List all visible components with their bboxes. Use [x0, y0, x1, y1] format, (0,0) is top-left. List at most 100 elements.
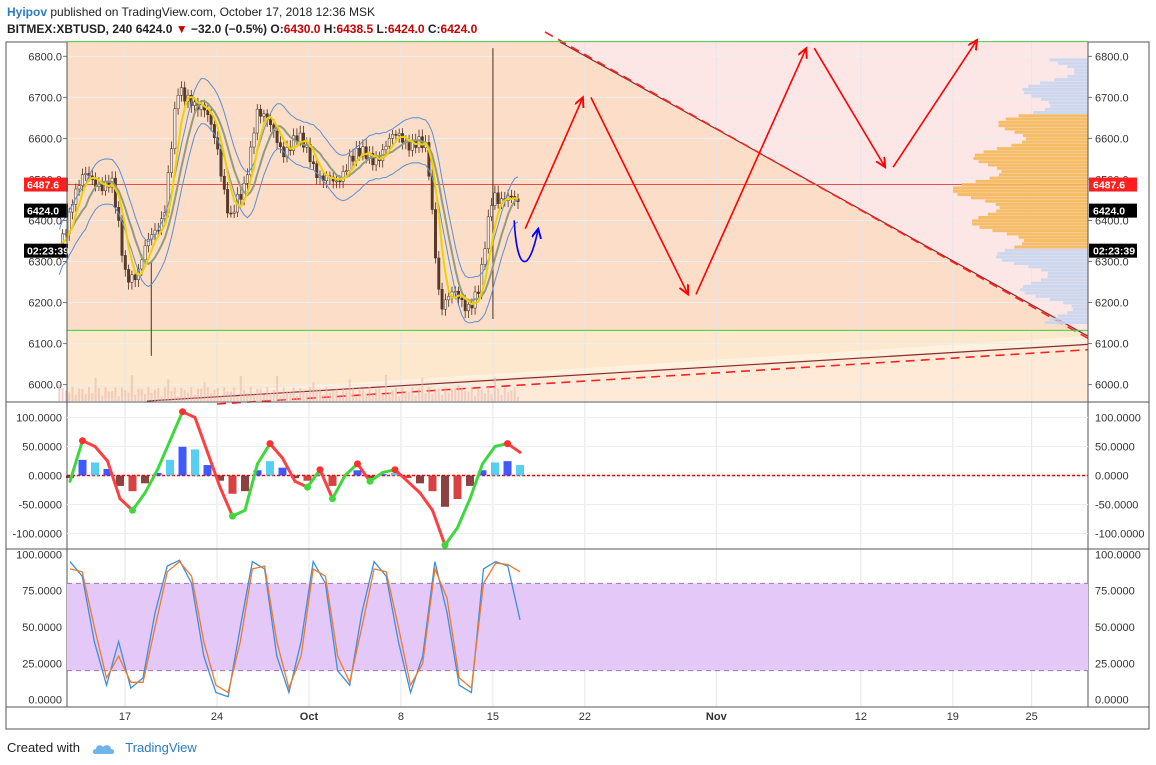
- volume-bar: [134, 394, 137, 401]
- osc-histogram-bar: [378, 474, 387, 476]
- volume-profile-bar: [1001, 258, 1088, 262]
- candle-body: [80, 174, 84, 186]
- volume-bar: [282, 387, 285, 401]
- candle-body: [189, 94, 193, 106]
- volume-bar: [203, 382, 206, 401]
- price-label-right: 6424.0: [1093, 206, 1125, 218]
- volume-bar: [140, 388, 143, 401]
- volume-bar: [114, 387, 117, 401]
- candle-body: [437, 257, 441, 290]
- low-value: 6424.0: [387, 22, 425, 36]
- volume-profile-bar: [1024, 291, 1088, 295]
- price-tick-label-right: 6000.0: [1095, 380, 1129, 392]
- volume-bar: [474, 395, 477, 401]
- volume-bar: [81, 388, 84, 401]
- price-label-left-bg: [24, 243, 68, 258]
- osc-line-segment: [456, 497, 472, 530]
- volume-profile-bar: [1074, 68, 1088, 72]
- candle-body: [140, 259, 144, 270]
- volume-bar: [157, 388, 160, 401]
- candle-body: [255, 108, 259, 134]
- volume-profile: [953, 58, 1088, 325]
- candle-body: [434, 209, 437, 259]
- volume-profile-bar: [1071, 304, 1088, 308]
- osc-line-segment: [256, 442, 272, 466]
- osc-tick-label-right: -100.0000: [1095, 529, 1145, 541]
- volume-bar: [348, 379, 351, 401]
- candle-body: [176, 95, 180, 110]
- osc-tick-label-right: 50.0000: [1095, 442, 1135, 454]
- volume-profile-bar: [987, 212, 1088, 216]
- volume-bar: [196, 388, 199, 401]
- osc-pivot-dot: [316, 466, 324, 474]
- price-tick-label-right: 6200.0: [1095, 298, 1129, 310]
- volume-profile-bar: [987, 163, 1088, 167]
- volume-bar: [447, 392, 450, 401]
- volume-bar: [107, 391, 110, 401]
- volume-bar: [61, 387, 64, 401]
- x-tick-label: Oct: [300, 711, 319, 723]
- volume-bar: [391, 390, 394, 401]
- x-tick-label: 22: [579, 711, 591, 723]
- candle-body: [146, 238, 150, 247]
- osc-line-segment: [168, 410, 184, 443]
- candle-body: [311, 161, 315, 164]
- tradingview-cloud-icon: [92, 744, 114, 754]
- volume-bar: [497, 388, 500, 401]
- publish-info: published on TradingView.com, October 17…: [50, 5, 376, 19]
- stoch-tick-label-left: 25.0000: [22, 658, 62, 670]
- volume-profile-bar: [983, 150, 1088, 154]
- volume-profile-bar: [957, 193, 1088, 197]
- volume-profile-bar: [1011, 143, 1088, 147]
- volume-profile-bar: [1022, 88, 1088, 92]
- candle-body: [245, 174, 249, 184]
- price-tick-label-left: 6200.0: [28, 298, 62, 310]
- osc-pivot-dot: [129, 506, 136, 514]
- candle-body: [259, 108, 263, 117]
- stoch-tick-label-right: 100.0000: [1095, 549, 1141, 561]
- volume-profile-bar: [1063, 301, 1088, 305]
- candle-body: [496, 192, 500, 204]
- volume-bar: [315, 388, 318, 401]
- tradingview-link[interactable]: TradingView: [125, 740, 197, 755]
- stoch-d-line: [69, 560, 521, 694]
- osc-histogram-bar: [253, 470, 262, 476]
- volume-bar: [427, 387, 430, 401]
- volume-profile-bar: [1018, 235, 1088, 239]
- candle-body: [226, 189, 230, 214]
- volume-bar: [490, 393, 493, 401]
- volume-bar: [394, 387, 397, 401]
- price-label-right: 02:23:39: [1093, 246, 1135, 258]
- candle-body: [387, 138, 391, 147]
- volume-bars: [58, 375, 519, 401]
- price-label-left: 02:23:39: [27, 246, 69, 258]
- osc-line-segment: [331, 474, 347, 501]
- volume-profile-bar: [999, 173, 1088, 177]
- volume-profile-bar: [1035, 294, 1088, 298]
- osc-tick-label-right: 0.0000: [1095, 471, 1129, 483]
- candle-body: [113, 177, 117, 208]
- volume-bar: [309, 387, 312, 401]
- volume-profile-bar: [999, 206, 1088, 210]
- osc-histogram-bar: [466, 475, 474, 486]
- author-name[interactable]: Hyipov: [7, 5, 48, 19]
- volume-bar: [418, 388, 420, 401]
- osc-histogram-bar: [328, 475, 337, 486]
- volume-bar: [229, 391, 232, 401]
- candle-body: [483, 248, 487, 265]
- osc-line-segment: [356, 462, 372, 483]
- volume-profile-bar: [992, 229, 1088, 233]
- candle-body: [371, 153, 375, 166]
- candle-body: [104, 181, 107, 192]
- candle-body: [417, 136, 421, 148]
- volume-bar: [421, 377, 424, 401]
- osc-tick-label-left: 0.0000: [28, 471, 62, 483]
- volume-bar: [68, 392, 71, 401]
- volume-bar: [130, 375, 133, 401]
- stoch-tick-label-left: 0.0000: [28, 695, 62, 707]
- volume-bar: [84, 394, 87, 401]
- candle-body: [262, 113, 266, 117]
- volume-bar: [144, 394, 147, 401]
- volume-profile-bar: [985, 199, 1088, 203]
